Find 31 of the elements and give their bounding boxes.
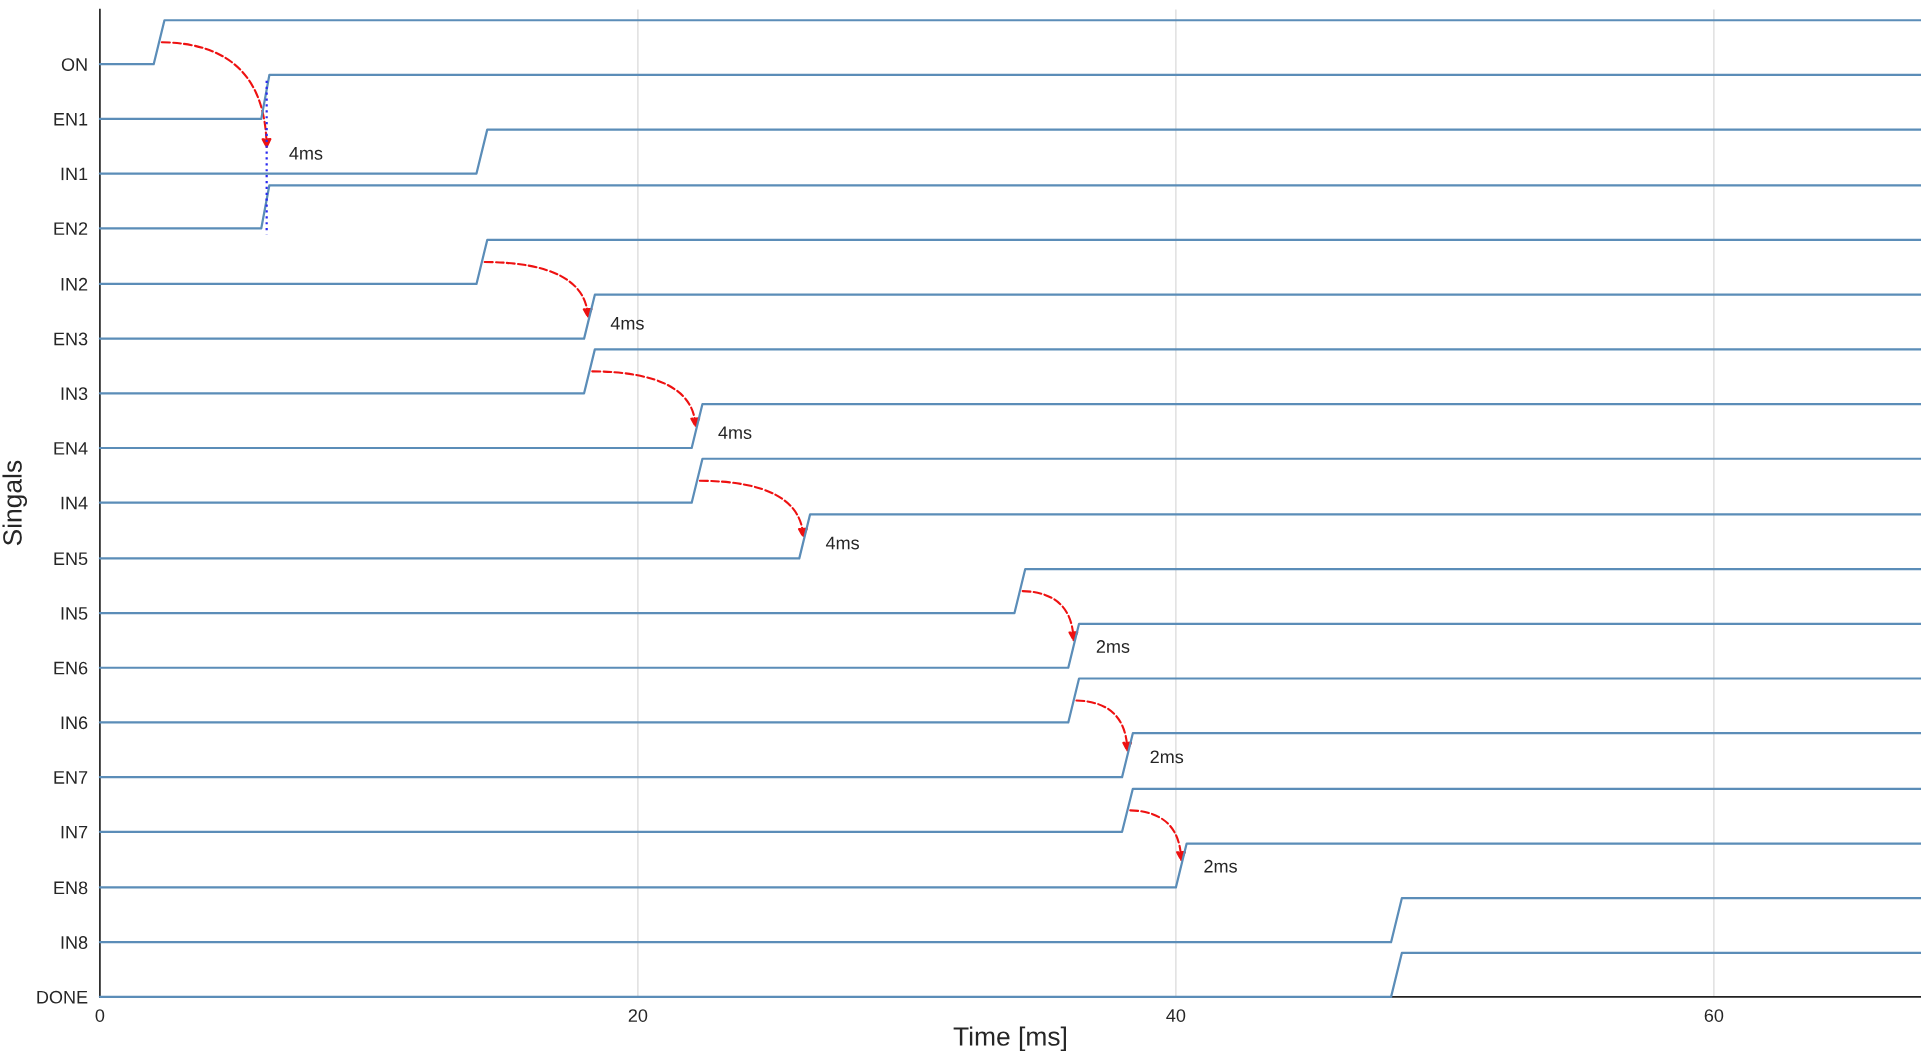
x-tick-label: 60 <box>1704 1009 1724 1022</box>
series-label: IN7 <box>61 825 88 839</box>
annotation: 2ms <box>1096 640 1130 653</box>
annotation: 2ms <box>1204 859 1237 873</box>
series-label: EN1 <box>54 113 88 126</box>
series-label: IN3 <box>61 387 88 401</box>
y-axis-title: Singals <box>2 460 28 546</box>
series-label: EN4 <box>54 442 88 455</box>
series-label: ON <box>61 58 87 71</box>
series-label: IN8 <box>61 936 88 949</box>
x-tick-label: 20 <box>628 1009 648 1022</box>
annotation: 4ms <box>718 426 752 440</box>
x-axis-title: Time [ms] <box>953 1026 1066 1052</box>
series-label: DONE <box>37 990 88 1004</box>
series-label: EN2 <box>54 222 88 235</box>
annotation: 4ms <box>289 147 323 160</box>
series-label: EN5 <box>54 552 88 566</box>
series-label: EN3 <box>54 332 88 346</box>
series-label: IN6 <box>61 716 88 730</box>
annotation: 2ms <box>1150 750 1184 764</box>
series-label: IN2 <box>61 277 88 291</box>
x-tick-label: 40 <box>1166 1009 1186 1022</box>
series-label: IN4 <box>61 496 88 510</box>
annotation: 4ms <box>610 317 644 330</box>
series-label: IN5 <box>61 607 88 620</box>
x-tick-label: 0 <box>95 1009 105 1022</box>
series-label: EN7 <box>54 771 88 784</box>
series-label: IN1 <box>61 167 88 181</box>
series-label: EN6 <box>54 661 88 675</box>
annotation: 4ms <box>825 536 859 550</box>
series-label: EN8 <box>54 881 88 895</box>
